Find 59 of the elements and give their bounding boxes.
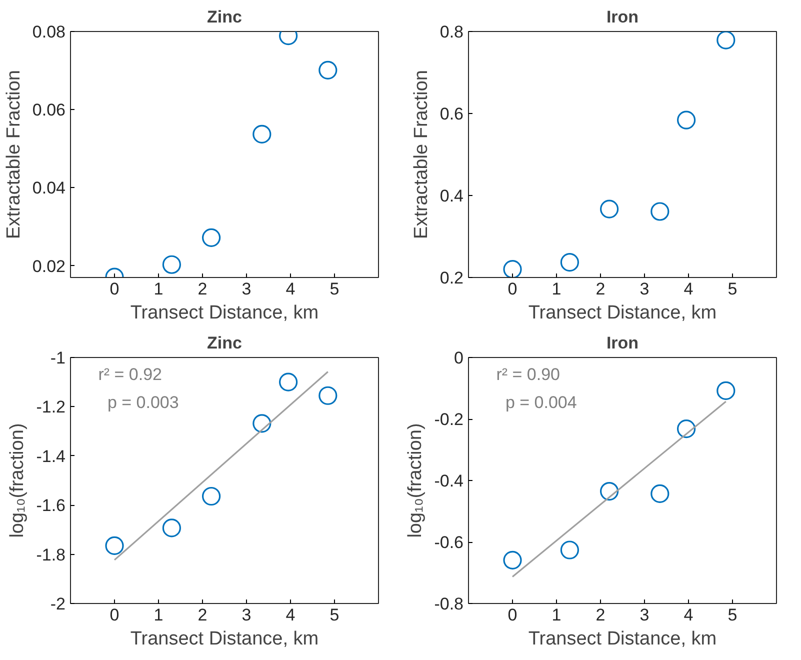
x-tick-label: 5 bbox=[330, 280, 340, 298]
y-tick-label: -0.6 bbox=[434, 533, 464, 552]
x-tick-label: 3 bbox=[640, 280, 650, 298]
y-tick-label: -1.4 bbox=[36, 446, 66, 466]
y-tick-label: 0.06 bbox=[32, 100, 66, 120]
x-tick-label: 0 bbox=[508, 606, 518, 624]
x-tick-label: 2 bbox=[596, 280, 606, 298]
annotation: r² = 0.92 bbox=[98, 364, 162, 384]
y-tick-label: 0.4 bbox=[440, 186, 464, 206]
x-tick-label: 1 bbox=[552, 280, 562, 298]
x-tick-label: 4 bbox=[286, 606, 296, 624]
x-tick-label: 5 bbox=[728, 280, 738, 298]
y-axis-title: Extractable Fraction bbox=[3, 70, 24, 239]
annotation: p = 0.003 bbox=[107, 393, 179, 412]
x-tick-label: 1 bbox=[552, 606, 562, 624]
x-axis-title: Transect Distance, km bbox=[528, 302, 717, 324]
x-tick-label: 3 bbox=[640, 606, 650, 624]
y-tick-label: 0 bbox=[454, 348, 464, 368]
x-tick-label: 2 bbox=[198, 606, 208, 624]
x-tick-label: 4 bbox=[684, 280, 694, 298]
x-tick-label: 5 bbox=[728, 606, 738, 624]
y-tick-label: -1 bbox=[50, 348, 66, 368]
x-tick-label: 3 bbox=[242, 606, 252, 624]
x-axis-title: Transect Distance, km bbox=[528, 628, 717, 650]
y-tick-label: 0.08 bbox=[32, 22, 66, 42]
x-tick-label: 1 bbox=[154, 606, 164, 624]
y-axis-title: Extractable Fraction bbox=[410, 70, 432, 239]
y-tick-label: 0.8 bbox=[440, 22, 464, 42]
y-axis-title: log₁₀(fraction) bbox=[7, 423, 28, 538]
x-tick-label: 0 bbox=[110, 606, 120, 624]
y-tick-label: -1.2 bbox=[36, 398, 66, 417]
x-tick-label: 1 bbox=[154, 280, 164, 298]
chart-title: Iron bbox=[606, 8, 639, 26]
x-tick-label: 0 bbox=[110, 280, 120, 298]
x-tick-label: 2 bbox=[198, 280, 208, 298]
annotation: p = 0.004 bbox=[505, 393, 577, 412]
x-axis-title: Transect Distance, km bbox=[130, 302, 319, 324]
chart-title: Zinc bbox=[207, 8, 242, 26]
x-tick-label: 5 bbox=[330, 606, 340, 624]
chart-title: Zinc bbox=[207, 334, 242, 352]
x-tick-label: 3 bbox=[242, 280, 252, 298]
x-tick-label: 4 bbox=[286, 280, 296, 298]
y-tick-label: 0.04 bbox=[32, 178, 66, 198]
y-tick-label: -0.2 bbox=[434, 410, 464, 429]
y-axis-title: log₁₀(fraction) bbox=[405, 423, 426, 538]
y-tick-label: 0.2 bbox=[440, 268, 464, 288]
y-tick-label: -1.8 bbox=[36, 545, 66, 564]
x-tick-label: 2 bbox=[596, 606, 606, 624]
y-tick-label: -1.6 bbox=[36, 496, 66, 516]
y-tick-label: 0.02 bbox=[32, 256, 66, 276]
y-tick-label: 0.6 bbox=[440, 104, 464, 124]
y-tick-label: -0.4 bbox=[434, 472, 464, 490]
y-tick-label: -2 bbox=[50, 594, 66, 614]
x-tick-label: 0 bbox=[508, 280, 518, 298]
chart-title: Iron bbox=[606, 334, 639, 352]
annotation: r² = 0.90 bbox=[496, 364, 560, 384]
x-tick-label: 4 bbox=[684, 606, 694, 624]
y-tick-label: -0.8 bbox=[434, 594, 464, 614]
x-axis-title: Transect Distance, km bbox=[130, 628, 319, 650]
